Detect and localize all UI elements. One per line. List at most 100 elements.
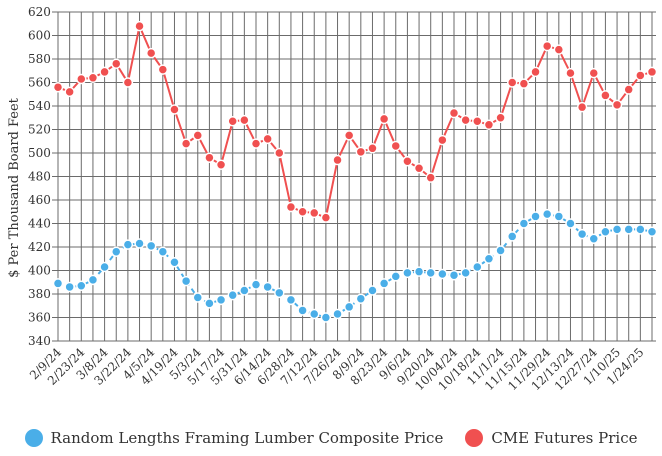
- data-point[interactable]: [76, 73, 87, 85]
- data-point[interactable]: [413, 163, 425, 174]
- data-point[interactable]: [495, 112, 506, 123]
- data-point[interactable]: [145, 47, 157, 59]
- data-point[interactable]: [320, 312, 332, 323]
- data-point[interactable]: [274, 287, 285, 299]
- data-point[interactable]: [169, 104, 180, 115]
- data-point[interactable]: [448, 107, 460, 119]
- data-point[interactable]: [332, 154, 343, 166]
- data-point[interactable]: [87, 72, 99, 84]
- data-point[interactable]: [472, 116, 483, 127]
- data-point[interactable]: [274, 147, 285, 159]
- data-point[interactable]: [425, 172, 436, 183]
- data-point[interactable]: [134, 20, 145, 32]
- data-point[interactable]: [355, 146, 367, 158]
- data-point[interactable]: [495, 245, 506, 256]
- data-point[interactable]: [87, 274, 99, 286]
- data-point[interactable]: [262, 133, 273, 145]
- data-point[interactable]: [99, 261, 110, 273]
- data-point[interactable]: [285, 201, 297, 213]
- data-point[interactable]: [553, 211, 565, 222]
- data-point[interactable]: [343, 130, 355, 141]
- data-point[interactable]: [110, 58, 122, 69]
- data-point[interactable]: [611, 99, 623, 111]
- data-point[interactable]: [285, 294, 297, 306]
- data-point[interactable]: [192, 130, 204, 141]
- data-point[interactable]: [390, 140, 402, 152]
- data-point[interactable]: [262, 281, 273, 293]
- data-point[interactable]: [76, 280, 87, 292]
- data-point[interactable]: [227, 116, 238, 127]
- data-point[interactable]: [530, 66, 541, 78]
- data-point[interactable]: [437, 134, 448, 146]
- data-point[interactable]: [169, 257, 180, 268]
- data-point[interactable]: [192, 292, 204, 303]
- data-point[interactable]: [110, 246, 122, 257]
- data-point[interactable]: [565, 218, 576, 229]
- data-point[interactable]: [180, 138, 192, 149]
- data-point[interactable]: [483, 253, 495, 264]
- data-point[interactable]: [122, 239, 134, 250]
- data-point[interactable]: [204, 152, 215, 163]
- data-point[interactable]: [355, 293, 367, 304]
- data-point[interactable]: [565, 67, 576, 79]
- data-point[interactable]: [297, 206, 308, 217]
- data-point[interactable]: [367, 143, 378, 154]
- data-point[interactable]: [332, 308, 343, 320]
- data-point[interactable]: [250, 279, 262, 290]
- legend-item-random-lengths[interactable]: Random Lengths Framing Lumber Composite …: [24, 429, 443, 447]
- data-point[interactable]: [64, 86, 75, 98]
- data-point[interactable]: [52, 81, 64, 93]
- data-point[interactable]: [472, 261, 483, 273]
- data-point[interactable]: [378, 113, 390, 125]
- data-point[interactable]: [227, 289, 238, 301]
- data-point[interactable]: [52, 278, 64, 289]
- data-point[interactable]: [448, 269, 460, 281]
- data-point[interactable]: [553, 44, 565, 55]
- data-point[interactable]: [64, 281, 75, 293]
- data-point[interactable]: [506, 77, 518, 88]
- data-point[interactable]: [308, 207, 320, 219]
- data-point[interactable]: [413, 266, 425, 277]
- data-point[interactable]: [623, 84, 634, 95]
- data-point[interactable]: [308, 308, 320, 320]
- data-point[interactable]: [635, 70, 646, 81]
- data-point[interactable]: [483, 119, 495, 131]
- data-point[interactable]: [215, 294, 227, 306]
- data-point[interactable]: [402, 155, 413, 167]
- data-point[interactable]: [239, 114, 250, 126]
- data-point[interactable]: [600, 226, 611, 237]
- data-point[interactable]: [506, 231, 518, 242]
- data-point[interactable]: [541, 208, 553, 220]
- data-point[interactable]: [518, 78, 530, 89]
- data-point[interactable]: [297, 305, 308, 316]
- data-point[interactable]: [518, 218, 530, 229]
- data-point[interactable]: [134, 238, 145, 249]
- data-point[interactable]: [402, 267, 413, 279]
- data-point[interactable]: [215, 159, 227, 170]
- data-point[interactable]: [646, 66, 658, 78]
- data-point[interactable]: [541, 40, 553, 52]
- legend-item-cme-futures[interactable]: CME Futures Price: [465, 429, 638, 447]
- data-point[interactable]: [600, 90, 611, 101]
- data-point[interactable]: [390, 271, 402, 282]
- data-point[interactable]: [623, 224, 634, 235]
- data-point[interactable]: [611, 224, 623, 235]
- data-point[interactable]: [239, 285, 250, 296]
- data-point[interactable]: [320, 212, 332, 223]
- data-point[interactable]: [157, 246, 169, 257]
- data-point[interactable]: [425, 267, 436, 279]
- data-point[interactable]: [437, 268, 448, 280]
- data-point[interactable]: [460, 267, 471, 279]
- data-point[interactable]: [378, 278, 390, 289]
- data-point[interactable]: [145, 240, 157, 252]
- data-point[interactable]: [157, 64, 169, 75]
- data-point[interactable]: [530, 211, 541, 222]
- data-point[interactable]: [180, 275, 192, 287]
- data-point[interactable]: [343, 301, 355, 313]
- data-point[interactable]: [460, 114, 471, 126]
- data-point[interactable]: [576, 228, 588, 240]
- data-point[interactable]: [588, 67, 600, 79]
- data-point[interactable]: [122, 77, 134, 88]
- data-point[interactable]: [588, 233, 600, 245]
- data-point[interactable]: [646, 226, 658, 237]
